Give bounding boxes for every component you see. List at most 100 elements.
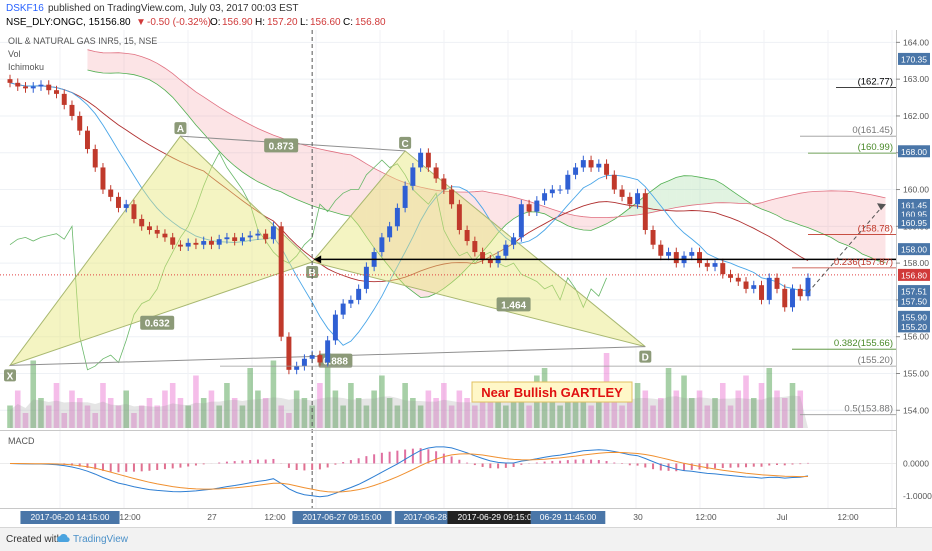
- time-highlight-tag[interactable]: [447, 511, 547, 524]
- volume-bar: [84, 405, 91, 428]
- volume-bar: [735, 390, 742, 428]
- price-tick-label: 164.00: [903, 37, 929, 47]
- tradingview-brand[interactable]: TradingView: [73, 534, 129, 545]
- volume-bar: [433, 398, 439, 428]
- cloud-segment: [831, 190, 839, 243]
- cloud-segment: [800, 192, 808, 228]
- time-highlight-tag[interactable]: [292, 511, 392, 524]
- time-highlight-tag[interactable]: [20, 511, 120, 524]
- time-highlight-tag[interactable]: [530, 511, 606, 524]
- price-tick-label: 160.00: [903, 185, 929, 195]
- cloud-segment: [753, 202, 762, 210]
- price-tag[interactable]: [898, 243, 930, 256]
- time-axis[interactable]: 2017-06-20 14:15:00 12:00 27 12:00 2017-06-2…: [20, 511, 859, 524]
- price-tick-label: 158.00: [903, 258, 929, 268]
- volume-bar: [92, 413, 99, 428]
- cloud-segment: [877, 196, 886, 263]
- cloud-segment: [838, 191, 847, 246]
- price-tag[interactable]: [898, 52, 930, 65]
- senkou-span-b-line: [87, 49, 886, 218]
- price-tag[interactable]: [898, 198, 930, 211]
- volume-bar: [154, 405, 160, 428]
- price-tag-label: 160.95: [901, 210, 927, 220]
- ratio-badge[interactable]: [496, 297, 531, 312]
- volume-bar: [231, 398, 238, 428]
- projection-arrow-icon: [877, 203, 886, 211]
- legend-macd[interactable]: MACD: [8, 436, 35, 446]
- candle-body: [472, 241, 478, 253]
- price-tag[interactable]: [898, 320, 930, 333]
- price-tag[interactable]: [898, 285, 930, 298]
- volume-bar: [479, 383, 486, 428]
- change-down-icon: ▼: [136, 17, 146, 28]
- point-badge-c[interactable]: [399, 136, 412, 149]
- price-tick-label: 156.00: [903, 332, 929, 342]
- fib-level-label: (155.20): [858, 355, 893, 366]
- cloud-segment: [862, 193, 870, 258]
- candle-body: [108, 189, 114, 197]
- point-badge-d[interactable]: [639, 350, 652, 363]
- cloud-segment: [133, 54, 142, 77]
- price-axis[interactable]: 164.00163.00162.00161.00160.00159.00158.…: [896, 37, 930, 415]
- candle-body: [449, 189, 455, 205]
- volume-bar: [293, 390, 300, 428]
- author-link[interactable]: DSKF16: [6, 3, 44, 14]
- candle-body: [720, 263, 726, 275]
- point-badge-a[interactable]: [174, 122, 187, 135]
- price-tag[interactable]: [898, 310, 930, 323]
- candle-body: [216, 239, 222, 245]
- cloud-segment: [707, 178, 716, 204]
- volume-bar: [162, 390, 168, 428]
- volume-average-area: [10, 395, 808, 428]
- cloud-segment: [203, 96, 212, 143]
- candle-body: [712, 263, 718, 267]
- volume-bar: [410, 398, 416, 428]
- fib-level-label: (160.99): [858, 142, 893, 153]
- cloud-segment: [622, 208, 630, 217]
- price-tag[interactable]: [898, 295, 930, 308]
- cloud-segment: [715, 180, 723, 203]
- price-chart[interactable]: X A B C D 0.873 0.632 0.888 1.464 (162.77) 0(161.…: [0, 30, 932, 527]
- candle-body: [464, 230, 470, 242]
- volume-bar: [688, 398, 695, 428]
- candle-body: [549, 189, 555, 194]
- candle-body: [790, 288, 795, 308]
- volume-bar: [200, 398, 207, 428]
- macd-pane: 0.0000 -1.0000: [0, 446, 932, 501]
- drawings[interactable]: (162.77) 0(161.45) (160.99) (158.78) 0.236(1…: [0, 30, 896, 508]
- price-tag[interactable]: [898, 268, 930, 281]
- candle-body: [46, 84, 52, 91]
- close-value: 156.80: [355, 17, 386, 28]
- point-label-x: X: [7, 371, 14, 382]
- cloud-segment: [769, 198, 778, 216]
- pattern-banner-text: Near Bullish GARTLEY: [481, 385, 623, 400]
- arrow-left-icon: [314, 255, 322, 264]
- bcd-triangle[interactable]: [311, 150, 646, 348]
- volume-bar: [472, 405, 478, 428]
- candle-body: [627, 196, 633, 205]
- time-highlight-label: 06-29 11:45:00: [540, 512, 597, 522]
- cloud-segment: [335, 152, 344, 215]
- legend-vol[interactable]: Vol: [8, 49, 21, 59]
- cloud-segment: [172, 73, 181, 107]
- candle-body: [224, 237, 230, 240]
- point-badge-x[interactable]: [4, 369, 16, 382]
- time-highlight-label: 2017-06-29 09:15:00: [458, 512, 537, 522]
- price-tick-label: 155.00: [903, 368, 929, 378]
- volume-bar: [650, 405, 656, 428]
- xab-triangle[interactable]: [8, 135, 314, 367]
- volume-bar: [286, 413, 292, 428]
- ratio-badge[interactable]: [264, 138, 299, 153]
- candle-body: [441, 178, 447, 190]
- ratio-badge[interactable]: [140, 315, 175, 330]
- price-tag[interactable]: [898, 216, 930, 229]
- gartley-pattern[interactable]: X A B C D 0.873 0.632 0.888 1.464: [4, 122, 652, 382]
- legend-title[interactable]: OIL & NATURAL GAS INR5, 15, NSE: [8, 36, 157, 46]
- price-tag[interactable]: [898, 145, 930, 158]
- cloud-segment: [505, 195, 514, 225]
- legend-ichimoku[interactable]: Ichimoku: [8, 62, 44, 72]
- volume-bar: [270, 360, 277, 428]
- pattern-banner[interactable]: [471, 381, 633, 403]
- grid-lines: [0, 30, 896, 508]
- projection-dashed-line[interactable]: [807, 206, 883, 293]
